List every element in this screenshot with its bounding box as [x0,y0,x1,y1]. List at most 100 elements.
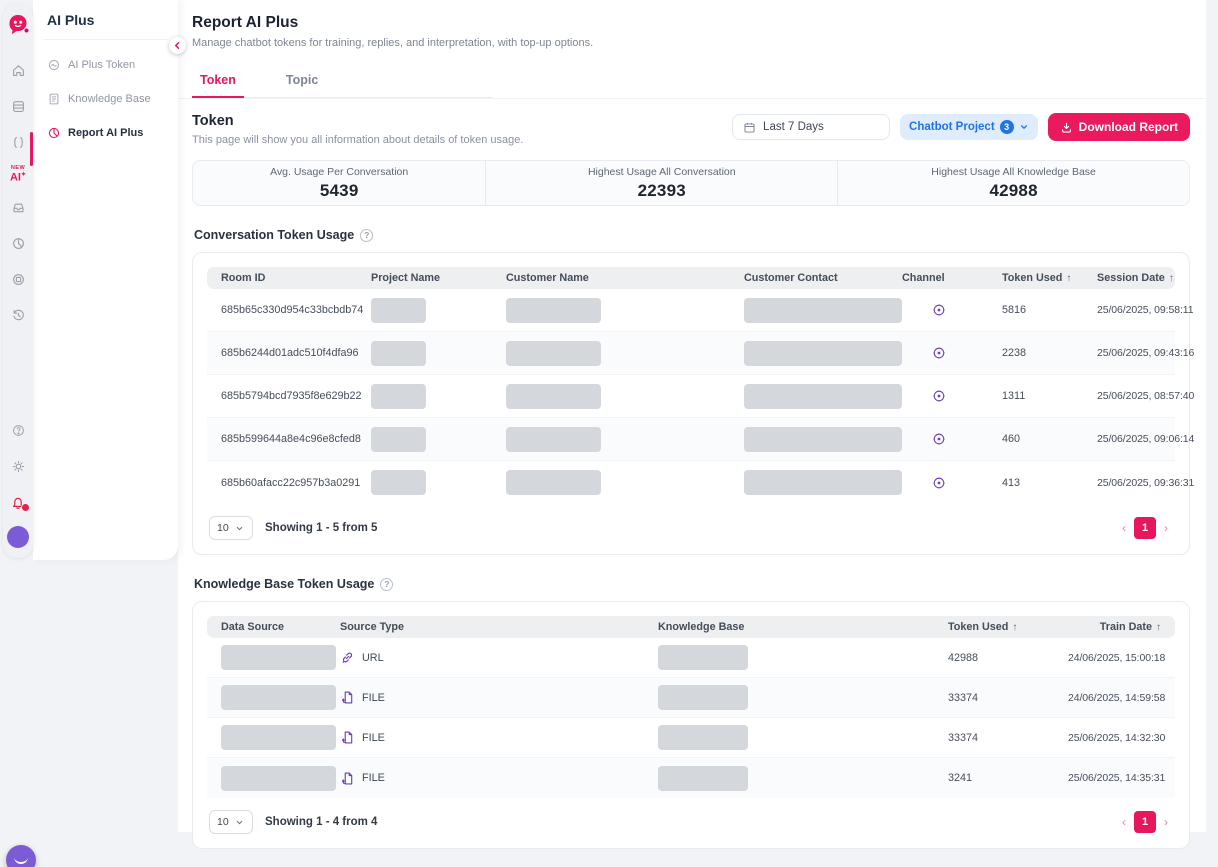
sidebar-item-label: Knowledge Base [68,93,151,105]
home-icon[interactable] [7,59,29,81]
kb-table-row[interactable]: FILE 3241 25/06/2025, 14:35:31 [207,758,1175,798]
sidebar-item-label: AI Plus Token [68,59,135,71]
kb-table-header: Data Source Source Type Knowledge Base T… [207,616,1175,638]
pagination-summary: Showing 1 - 4 from 4 [265,816,377,828]
source-type-cell: FILE [340,730,658,745]
train-date-cell: 25/06/2025, 14:35:31 [1068,772,1165,784]
history-icon[interactable] [7,304,29,326]
col-train-date[interactable]: Train Date↑ [1068,621,1161,633]
channel-icon [931,302,947,318]
kb-pagination: 10 Showing 1 - 4 from 4 ‹ 1 › [207,810,1175,838]
date-range-filter[interactable]: Last 7 Days [732,114,890,140]
prev-page-button[interactable]: ‹ [1117,519,1131,537]
kb-table-row[interactable]: FILE 33374 24/06/2025, 14:59:58 [207,678,1175,718]
redacted-project-name [371,470,426,495]
tab-topic[interactable]: Topic [278,67,326,98]
redacted-customer-name [506,470,601,495]
source-type-label: FILE [362,692,385,704]
redacted-knowledge-base [658,766,748,791]
header-divider [178,98,1206,99]
prev-page-button[interactable]: ‹ [1117,813,1131,831]
next-page-button[interactable]: › [1159,519,1173,537]
page-size-select[interactable]: 10 [209,516,253,540]
chatbot-project-filter[interactable]: Chatbot Project 3 [900,114,1038,140]
stats-bar: Avg. Usage Per Conversation 5439 Highest… [192,160,1190,206]
page-size-value: 10 [217,522,229,534]
redacted-customer-contact [744,298,902,323]
sidebar-item-report-ai-plus[interactable]: Report AI Plus [43,120,168,146]
sort-up-icon[interactable]: ↑ [1066,273,1071,284]
redacted-customer-name [506,384,601,409]
chat-widget-button[interactable] [6,845,36,867]
col-customer-name: Customer Name [506,272,744,284]
conversation-table-row[interactable]: 685b599644a8e4c96e8cfed8 460 25/06/2025,… [207,418,1175,461]
sidebar-title: AI Plus [43,12,168,28]
col-channel: Channel [902,272,1002,284]
page-size-select[interactable]: 10 [209,810,253,834]
sort-up-icon[interactable]: ↑ [1156,622,1161,633]
sidebar-collapse-button[interactable] [169,37,186,54]
train-date-cell: 24/06/2025, 14:59:58 [1068,692,1165,704]
app-logo-icon[interactable] [6,12,30,36]
page-size-value: 10 [217,816,229,828]
info-icon[interactable] [380,578,393,591]
col-data-source: Data Source [221,621,340,633]
channel-icon [931,345,947,361]
analytics-pie-icon[interactable] [7,232,29,254]
conversation-table-row[interactable]: 685b60afacc22c957b3a0291 413 25/06/2025,… [207,461,1175,504]
token-used-cell: 460 [1002,433,1097,445]
download-label: Download Report [1079,120,1178,134]
redacted-customer-contact [744,470,902,495]
project-count-badge: 3 [1000,120,1014,134]
page-number-button[interactable]: 1 [1134,517,1156,539]
page-subtitle: Manage chatbot tokens for training, repl… [192,37,1190,49]
notifications-bell-icon[interactable] [7,491,29,513]
file-icon [340,730,355,745]
code-brackets-icon[interactable] [7,131,29,153]
col-token-used[interactable]: Token Used↑ [948,621,1068,633]
knowledge-icon[interactable] [7,95,29,117]
pagination-summary: Showing 1 - 5 from 5 [265,522,377,534]
tab-token[interactable]: Token [192,67,244,98]
train-date-cell: 24/06/2025, 15:00:18 [1068,652,1165,664]
sidebar-item-label: Report AI Plus [68,127,143,139]
col-room-id: Room ID [221,272,371,284]
conversation-table-row[interactable]: 685b5794bcd7935f8e629b22 1311 25/06/2025… [207,375,1175,418]
download-icon [1060,121,1073,134]
conversation-table-row[interactable]: 685b6244d01adc510f4dfa96 2238 25/06/2025… [207,332,1175,375]
redacted-project-name [371,298,426,323]
sidebar-item-ai-plus[interactable]: NEW AI✦ [10,166,26,183]
info-icon[interactable] [360,229,373,242]
chevron-left-icon [172,40,183,51]
sort-up-icon[interactable]: ↑ [1012,622,1017,633]
source-type-label: URL [362,652,384,664]
token-used-cell: 33374 [948,692,1068,704]
integrations-icon[interactable] [7,268,29,290]
token-toolbar: Token This page will show you all inform… [192,113,1190,146]
section-title: Token [192,113,732,129]
next-page-button[interactable]: › [1159,813,1173,831]
url-link-icon [340,650,355,665]
kb-table-row[interactable]: FILE 33374 25/06/2025, 14:32:30 [207,718,1175,758]
user-avatar[interactable] [7,526,29,548]
col-session-date[interactable]: Session Date↑ [1097,272,1174,284]
settings-gear-icon[interactable] [7,455,29,477]
sidebar-item-ai-plus-token[interactable]: AI Plus Token [43,52,168,78]
help-icon[interactable] [7,419,29,441]
page-number-button[interactable]: 1 [1134,811,1156,833]
room-id-cell: 685b60afacc22c957b3a0291 [221,477,371,489]
download-report-button[interactable]: Download Report [1048,113,1190,141]
token-used-cell: 33374 [948,732,1068,744]
conversation-table-row[interactable]: 685b65c330d954c33bcbdb74 5816 25/06/2025… [207,289,1175,332]
sidebar-item-knowledge-base[interactable]: Knowledge Base [43,86,168,112]
source-type-label: FILE [362,732,385,744]
kb-table-row[interactable]: URL 42988 24/06/2025, 15:00:18 [207,638,1175,678]
inbox-icon[interactable] [7,196,29,218]
project-filter-label: Chatbot Project [909,121,995,133]
file-icon [340,690,355,705]
channel-icon [931,388,947,404]
col-token-used[interactable]: Token Used↑ [1002,272,1097,284]
source-type-cell: FILE [340,771,658,786]
sort-up-icon[interactable]: ↑ [1169,273,1174,284]
sidebar-divider [43,39,168,40]
